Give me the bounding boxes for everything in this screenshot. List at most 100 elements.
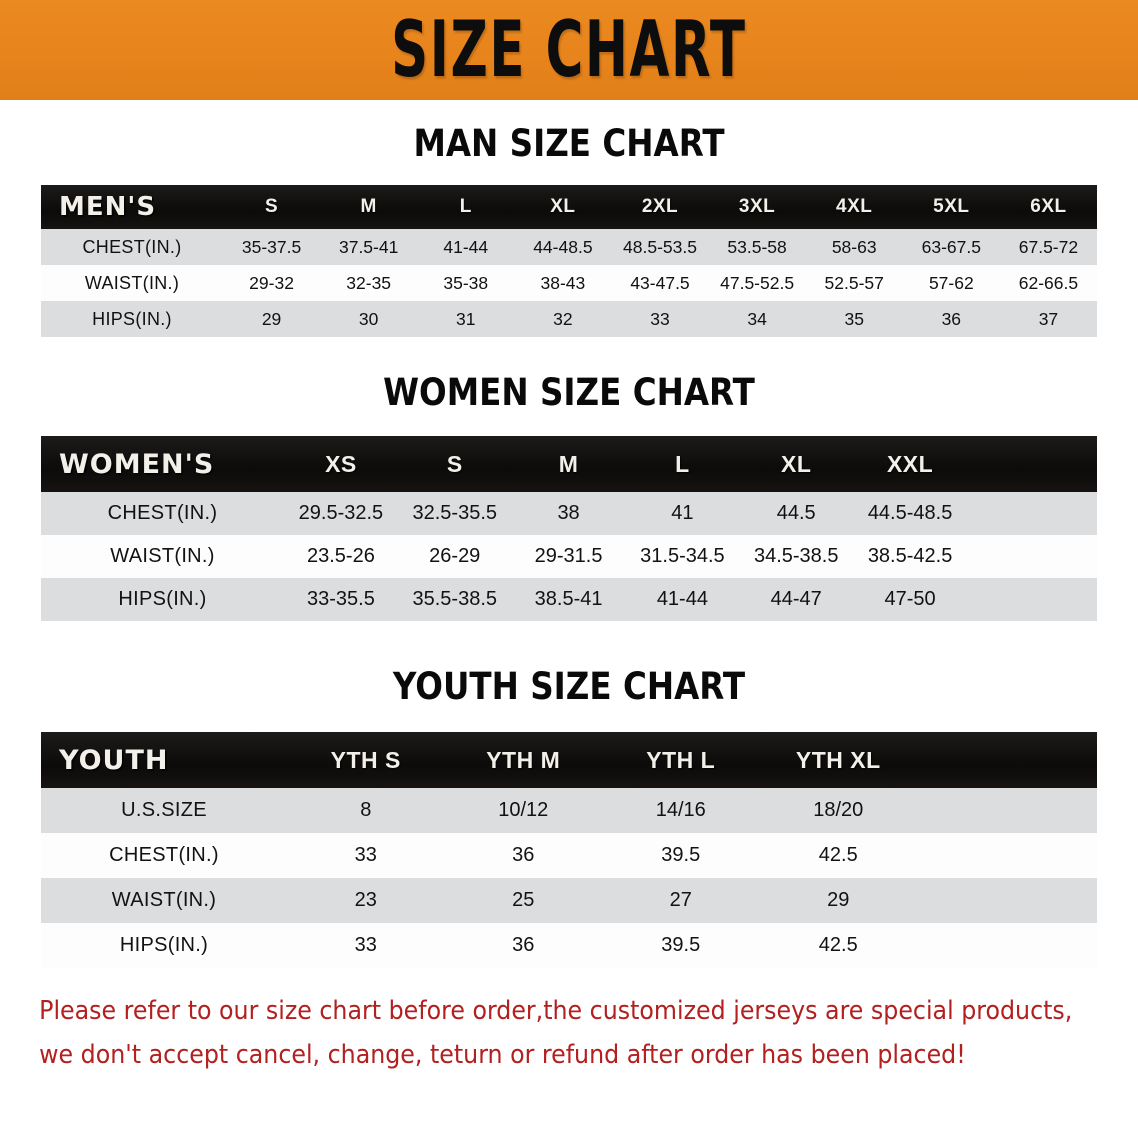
man-cell-2-1: 30 (358, 308, 379, 329)
women-col-header-0: XS (325, 450, 357, 477)
table-row: CHEST(IN.) 33 36 39.5 42.5 (41, 833, 1097, 878)
youth-cell-1-spacer (917, 833, 1097, 878)
man-row-label-1: WAIST(IN.) (84, 272, 180, 293)
man-cell-0-5: 53.5-58 (727, 236, 787, 257)
man-cell-1-8: 62-66.5 (1018, 272, 1079, 293)
man-col-header-6: 4XL (836, 196, 873, 217)
women-corner-label: WOMEN'S (59, 448, 215, 480)
man-cell-0-0: 35-37.5 (241, 236, 302, 257)
man-cell-1-3: 38-43 (540, 272, 586, 293)
table-row: WAIST(IN.) 23.5-26 26-29 29-31.5 31.5-34… (41, 535, 1097, 578)
man-col-header-0: S (264, 196, 279, 217)
man-col-header-7: 5XL (933, 196, 970, 217)
youth-table-header: YOUTH YTH S YTH M YTH L YTH XL (41, 732, 1097, 788)
youth-cell-1-1: 36 (512, 844, 535, 866)
man-cell-1-7: 57-62 (928, 272, 974, 293)
youth-cell-3-3: 42.5 (818, 934, 858, 956)
women-header-row: WOMEN'S XS S M L XL XXL (41, 436, 1097, 492)
women-cell-1-spacer (967, 535, 1097, 578)
man-cell-0-3: 44-48.5 (533, 236, 593, 257)
youth-row-label-2: WAIST(IN.) (111, 889, 217, 911)
disclaimer-text: Please refer to our size chart before or… (28, 990, 1073, 1078)
youth-row-label-1: CHEST(IN.) (109, 844, 219, 866)
women-cell-2-0: 33-35.5 (306, 588, 375, 610)
man-cell-1-0: 29-32 (249, 272, 294, 293)
man-cell-0-8: 67.5-72 (1018, 236, 1079, 257)
women-cell-2-3: 41-44 (656, 588, 708, 610)
youth-cell-0-spacer (917, 788, 1097, 833)
man-col-header-8: 6XL (1030, 196, 1067, 217)
page-banner: SIZE CHART (0, 0, 1138, 100)
youth-cell-3-2: 39.5 (661, 934, 701, 956)
man-table-body: CHEST(IN.) 35-37.5 37.5-41 41-44 44-48.5… (41, 229, 1097, 337)
women-col-header-5: XXL (886, 450, 934, 477)
page-title: SIZE CHART (391, 3, 747, 95)
youth-cell-0-2: 14/16 (655, 799, 706, 821)
youth-col-header-0: YTH S (330, 746, 401, 773)
man-col-header-5: 3XL (738, 196, 776, 217)
youth-corner-label: YOUTH (59, 744, 169, 776)
youth-cell-1-2: 39.5 (661, 844, 701, 866)
man-col-header-1: M (360, 196, 377, 217)
man-cell-0-6: 58-63 (831, 236, 877, 257)
women-col-header-2: M (558, 450, 579, 477)
man-col-header-3: XL (550, 196, 576, 217)
youth-row-label-3: HIPS(IN.) (119, 934, 209, 956)
table-row: CHEST(IN.) 29.5-32.5 32.5-35.5 38 41 44.… (41, 492, 1097, 535)
women-cell-0-2: 38 (557, 502, 580, 524)
man-cell-0-7: 63-67.5 (921, 236, 981, 257)
disclaimer-line-1: Please refer to our size chart before or… (39, 996, 1073, 1026)
women-row-label-2: HIPS(IN.) (118, 588, 207, 610)
man-cell-0-2: 41-44 (443, 236, 489, 257)
man-row-label-2: HIPS(IN.) (92, 308, 172, 329)
man-col-header-4: 2XL (641, 196, 679, 217)
women-cell-2-5: 47-50 (884, 588, 936, 610)
women-table-body: CHEST(IN.) 29.5-32.5 32.5-35.5 38 41 44.… (41, 492, 1097, 621)
women-cell-2-4: 44-47 (770, 588, 822, 610)
women-cell-2-2: 38.5-41 (534, 588, 603, 610)
women-cell-0-0: 29.5-32.5 (298, 502, 384, 524)
youth-cell-2-2: 27 (669, 889, 692, 911)
man-cell-2-7: 36 (941, 308, 962, 329)
women-cell-2-1: 35.5-38.5 (412, 588, 497, 610)
youth-header-row: YOUTH YTH S YTH M YTH L YTH XL (41, 732, 1097, 788)
women-col-header-spacer (967, 436, 1097, 492)
man-cell-1-2: 35-38 (443, 272, 489, 293)
man-cell-2-6: 35 (844, 308, 864, 329)
youth-cell-2-0: 23 (354, 889, 377, 911)
man-cell-2-0: 29 (261, 308, 282, 329)
women-table-header: WOMEN'S XS S M L XL XXL (41, 436, 1097, 492)
youth-col-header-3: YTH XL (795, 746, 881, 773)
women-col-header-3: L (675, 450, 690, 477)
youth-cell-0-1: 10/12 (498, 799, 549, 821)
women-size-chart-table: WOMEN'S XS S M L XL XXL CHEST(IN.) 29.5-… (41, 436, 1097, 621)
youth-cell-0-3: 18/20 (813, 799, 864, 821)
youth-cell-1-3: 42.5 (818, 844, 858, 866)
man-header-row: MEN'S S M L XL 2XL 3XL 4XL 5XL 6XL (41, 185, 1097, 229)
man-cell-1-1: 32-35 (346, 272, 392, 293)
man-cell-2-8: 37 (1038, 308, 1059, 329)
table-row: WAIST(IN.) 29-32 32-35 35-38 38-43 43-47… (41, 265, 1097, 301)
youth-row-label-0: U.S.SIZE (121, 799, 207, 821)
women-row-label-1: WAIST(IN.) (110, 545, 215, 567)
women-cell-0-5: 44.5-48.5 (867, 502, 953, 524)
women-row-label-0: CHEST(IN.) (107, 502, 218, 524)
table-row: HIPS(IN.) 29 30 31 32 33 34 35 36 37 (41, 301, 1097, 337)
table-row: CHEST(IN.) 35-37.5 37.5-41 41-44 44-48.5… (41, 229, 1097, 265)
youth-cell-2-1: 25 (512, 889, 535, 911)
man-cell-2-2: 31 (456, 308, 476, 329)
youth-cell-3-spacer (917, 923, 1097, 968)
youth-cell-0-0: 8 (360, 799, 372, 821)
man-row-label-0: CHEST(IN.) (82, 236, 182, 257)
youth-col-header-2: YTH L (646, 746, 716, 773)
youth-cell-3-0: 33 (354, 934, 377, 956)
page-content: MAN SIZE CHART MEN'S S M L XL 2XL 3XL 4X… (0, 122, 1138, 1078)
women-cell-0-4: 44.5 (776, 502, 816, 524)
man-cell-1-6: 52.5-57 (824, 272, 884, 293)
table-row: WAIST(IN.) 23 25 27 29 (41, 878, 1097, 923)
women-cell-1-5: 38.5-42.5 (867, 545, 953, 567)
women-cell-1-4: 34.5-38.5 (753, 545, 839, 567)
man-table-header: MEN'S S M L XL 2XL 3XL 4XL 5XL 6XL (41, 185, 1097, 229)
youth-cell-1-0: 33 (354, 844, 377, 866)
man-cell-1-5: 47.5-52.5 (720, 272, 795, 293)
